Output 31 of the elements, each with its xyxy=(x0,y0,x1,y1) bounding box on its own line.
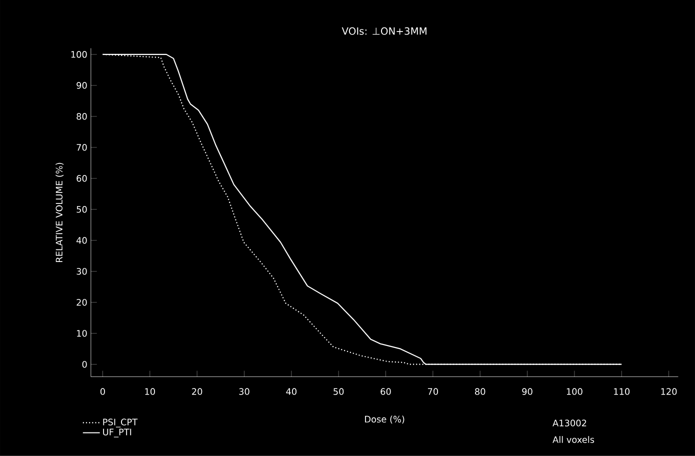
y-tick-label: 90 xyxy=(76,82,87,89)
legend-label: UF_PTI xyxy=(103,428,132,438)
x-tick-label: 10 xyxy=(145,388,155,395)
y-tick-label: 20 xyxy=(76,299,87,306)
x-tick-label: 60 xyxy=(380,388,391,395)
x-tick-label: 100 xyxy=(566,388,582,395)
x-tick-label: 30 xyxy=(239,388,250,395)
text: All voxels xyxy=(552,436,594,444)
y-tick-label: 0 xyxy=(82,360,87,368)
y-tick-label: 40 xyxy=(76,237,87,244)
y-tick-label: 10 xyxy=(77,330,87,337)
x-tick-label: 50 xyxy=(334,388,344,395)
x-tick-label: 110 xyxy=(614,388,630,395)
y-tick-label: 50 xyxy=(76,206,87,213)
y-axis-title: RELATIVE VOLUME (%) xyxy=(56,162,64,262)
x-tick-label: 70 xyxy=(428,388,438,395)
x-tick-label: 40 xyxy=(286,388,296,395)
legend-label: PSI_CPT xyxy=(103,418,138,428)
chart-title: VOIs: ⊥ON+3MM xyxy=(342,27,426,35)
y-tick-label: 70 xyxy=(76,144,87,151)
x-tick-label: 0 xyxy=(100,388,105,395)
y-tick-label: 100 xyxy=(71,51,87,58)
x-tick-label: 80 xyxy=(475,388,486,395)
x-tick-label: 90 xyxy=(522,388,532,395)
x-tick-label: 120 xyxy=(661,388,677,395)
text: A13002 xyxy=(552,420,586,426)
y-tick-label: 80 xyxy=(76,113,87,120)
x-tick-label: 20 xyxy=(192,388,202,395)
x-axis-title: Dose (%) xyxy=(365,416,404,424)
y-tick-label: 30 xyxy=(76,268,87,275)
y-tick-label: 60 xyxy=(76,175,87,182)
